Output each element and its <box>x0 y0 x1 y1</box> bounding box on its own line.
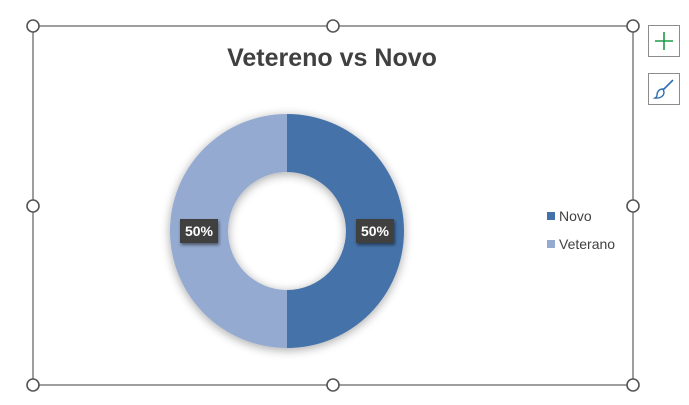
legend-label: Novo <box>559 208 592 224</box>
data-label-novo[interactable]: 50% <box>356 219 394 243</box>
resize-handle[interactable] <box>626 199 640 213</box>
legend-swatch <box>547 240 555 248</box>
slice-novo[interactable] <box>287 114 404 348</box>
chart-elements-button[interactable] <box>648 25 680 57</box>
data-label-text: 50% <box>185 223 214 239</box>
data-label-text: 50% <box>361 223 390 239</box>
resize-handle[interactable] <box>26 378 40 392</box>
legend[interactable]: Novo Veterano <box>547 208 615 252</box>
resize-handle[interactable] <box>326 378 340 392</box>
legend-swatch <box>547 212 555 220</box>
chart-styles-button[interactable] <box>648 73 680 105</box>
legend-item-veterano[interactable]: Veterano <box>547 236 615 252</box>
paintbrush-icon <box>653 79 674 99</box>
resize-handle[interactable] <box>26 19 40 33</box>
resize-handle[interactable] <box>326 19 340 33</box>
legend-label: Veterano <box>559 236 615 252</box>
plus-icon <box>655 32 673 50</box>
resize-handles[interactable] <box>26 19 640 392</box>
slice-veterano[interactable] <box>170 114 287 348</box>
resize-handle[interactable] <box>26 199 40 213</box>
data-labels: 50% 50% <box>180 219 394 243</box>
data-label-box <box>356 219 394 243</box>
resize-handle[interactable] <box>626 19 640 33</box>
legend-item-novo[interactable]: Novo <box>547 208 592 224</box>
data-label-box <box>180 219 218 243</box>
data-label-veterano[interactable]: 50% <box>180 219 218 243</box>
resize-handle[interactable] <box>626 378 640 392</box>
chart-title[interactable]: Vetereno vs Novo <box>227 44 437 72</box>
doughnut-slices <box>170 114 404 348</box>
